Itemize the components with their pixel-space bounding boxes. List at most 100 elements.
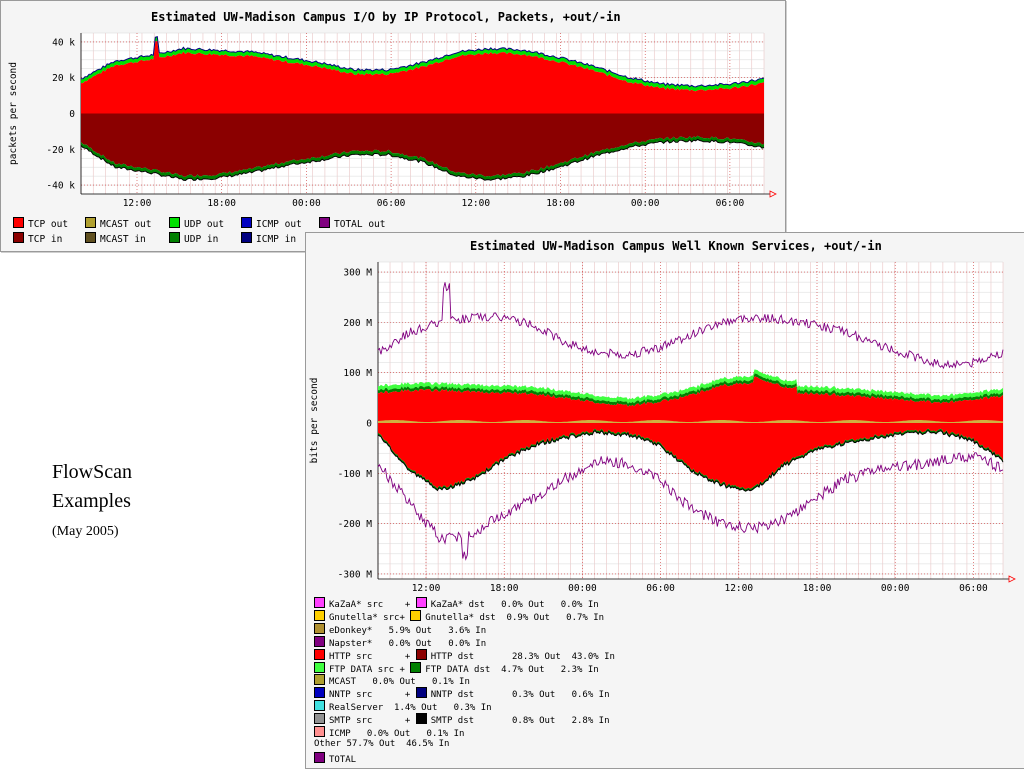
legend-swatch xyxy=(410,661,422,673)
legend-swatch xyxy=(314,622,325,634)
slide-title-line2: Examples xyxy=(52,490,131,512)
y-tick-label: 0 xyxy=(69,109,75,120)
legend-label: ICMP out xyxy=(256,219,302,230)
y-axis-label: packets per second xyxy=(8,62,19,165)
x-tick-label: 12:00 xyxy=(412,583,441,594)
total-out-line xyxy=(81,35,765,88)
legend-swatch xyxy=(314,713,325,725)
total-in-line xyxy=(377,452,1004,561)
x-axis-arrow xyxy=(769,190,777,198)
legend-item: MCAST out xyxy=(85,217,151,230)
ftp-out-area xyxy=(378,369,1003,404)
legend-swatch xyxy=(415,597,427,608)
legend-swatch xyxy=(314,726,325,737)
x-tick-label: 18:00 xyxy=(490,583,519,594)
legend-label: Gnutella* src+ xyxy=(329,612,405,623)
legend-swatch xyxy=(13,232,24,243)
y-tick-label: -20 k xyxy=(46,145,75,156)
legend-swatch xyxy=(319,217,330,228)
udp-in-area xyxy=(81,135,764,181)
legend-item: SMTP src + SMTP dst 0.8% Out 2.8% In xyxy=(314,713,610,726)
total-out-line xyxy=(377,282,1004,370)
legend-label: MCAST out xyxy=(100,219,152,230)
y-tick-label: -200 M xyxy=(338,519,373,530)
legend-label: MCAST in xyxy=(100,234,146,245)
legend-label: TOTAL xyxy=(329,754,357,765)
legend-item: TOTAL out xyxy=(319,217,385,230)
x-tick-label: 00:00 xyxy=(631,198,660,209)
legend-label: Gnutella* dst 0.9% Out 0.7% In xyxy=(425,612,605,623)
tcp-out-area xyxy=(81,40,764,114)
legend-label: SMTP src + xyxy=(329,716,411,727)
legend-swatch xyxy=(314,751,325,763)
legend-swatch xyxy=(314,648,325,660)
x-tick-label: 12:00 xyxy=(724,583,753,594)
y-tick-label: -300 M xyxy=(338,569,373,580)
legend-label: UDP in xyxy=(184,234,219,245)
legend-swatch xyxy=(13,217,24,228)
protocol-chart-title: Estimated UW-Madison Campus I/O by IP Pr… xyxy=(151,10,621,24)
legend-item: NNTP src + NNTP dst 0.3% Out 0.6% In xyxy=(314,687,610,700)
legend-swatch xyxy=(314,674,325,686)
x-tick-label: 00:00 xyxy=(568,583,597,594)
legend-item: ICMP 0.0% Out 0.1% In xyxy=(314,726,464,739)
smtp-out-area xyxy=(378,373,1003,407)
y-tick-label: -40 k xyxy=(46,181,75,192)
y-tick-label: 100 M xyxy=(343,368,372,379)
services-chart: 300 M 200 M 100 M 0 -100 M -200 M -300 M 12:00 1… xyxy=(309,261,1016,594)
slide-subtitle: (May 2005) xyxy=(52,524,119,539)
legend-item: MCAST 0.0% Out 0.1% In xyxy=(314,674,470,687)
legend-item: HTTP src + HTTP dst 28.3% Out 43.0% In xyxy=(314,648,615,662)
legend-swatch xyxy=(314,635,325,647)
y-tick-label: 20 k xyxy=(52,73,75,84)
y-tick-label: 40 k xyxy=(52,37,75,48)
smtp-in-line xyxy=(377,430,1004,492)
legend-item: Gnutella* src+ Gnutella* dst 0.9% Out 0.… xyxy=(314,609,605,623)
legend-label: UDP out xyxy=(184,219,225,230)
x-tick-label: 06:00 xyxy=(377,198,406,209)
legend-label: SMTP dst 0.8% Out 2.8% In xyxy=(430,716,610,727)
ftp-in-area xyxy=(378,428,1003,492)
y-axis-label: bits per second xyxy=(309,378,320,464)
legend-swatch xyxy=(415,648,427,660)
x-tick-label: 00:00 xyxy=(292,198,321,209)
legend-item: TOTAL xyxy=(314,751,357,765)
legend-label: MCAST 0.0% Out 0.1% In xyxy=(329,677,470,688)
legend-swatch xyxy=(410,609,422,621)
legend-label: TCP out xyxy=(28,219,69,230)
legend-label: NNTP dst 0.3% Out 0.6% In xyxy=(430,690,610,701)
legend-item: FTP DATA src + FTP DATA dst 4.7% Out 2.3… xyxy=(314,661,599,675)
slide-title-line1: FlowScan xyxy=(52,461,132,483)
legend-item: eDonkey* 5.9% Out 3.6% In xyxy=(314,622,487,636)
legend-label: KaZaA* src + xyxy=(329,600,411,610)
total-in-line xyxy=(80,138,765,182)
tcp-in-area xyxy=(81,113,764,177)
legend-swatch xyxy=(415,713,427,725)
y-tick-label: 0 xyxy=(366,419,372,430)
services-chart-title: Estimated UW-Madison Campus Well Known S… xyxy=(470,239,882,253)
legend-item: ICMP out xyxy=(241,217,302,230)
legend-label: eDonkey* 5.9% Out 3.6% In xyxy=(329,625,487,636)
legend-label: FTP DATA src + xyxy=(329,664,405,675)
x-tick-label: 18:00 xyxy=(207,198,236,209)
legend-swatch xyxy=(415,687,427,699)
legend-label: Napster* 0.0% Out 0.0% In xyxy=(329,638,487,649)
x-tick-label: 06:00 xyxy=(959,583,988,594)
legend-item: UDP out xyxy=(169,217,224,230)
y-tick-label: 300 M xyxy=(343,268,372,279)
x-tick-label: 06:00 xyxy=(716,198,745,209)
legend-item: UDP in xyxy=(169,232,218,245)
legend-item: TCP in xyxy=(13,232,62,245)
legend-item: Napster* 0.0% Out 0.0% In xyxy=(314,635,487,649)
legend-swatch xyxy=(241,217,252,228)
legend-label: TCP in xyxy=(28,234,63,245)
x-tick-label: 06:00 xyxy=(646,583,675,594)
legend-label: FTP DATA dst 4.7% Out 2.3% In xyxy=(425,664,599,675)
legend-label: ICMP 0.0% Out 0.1% In xyxy=(329,729,465,739)
x-tick-label: 18:00 xyxy=(546,198,575,209)
legend-swatch xyxy=(314,609,325,621)
http-in-area xyxy=(378,423,1003,490)
legend-swatch xyxy=(169,232,180,243)
legend-swatch xyxy=(314,597,325,608)
legend-item: KaZaA* src + KaZaA* dst 0.0% Out 0.0% In xyxy=(314,597,599,610)
